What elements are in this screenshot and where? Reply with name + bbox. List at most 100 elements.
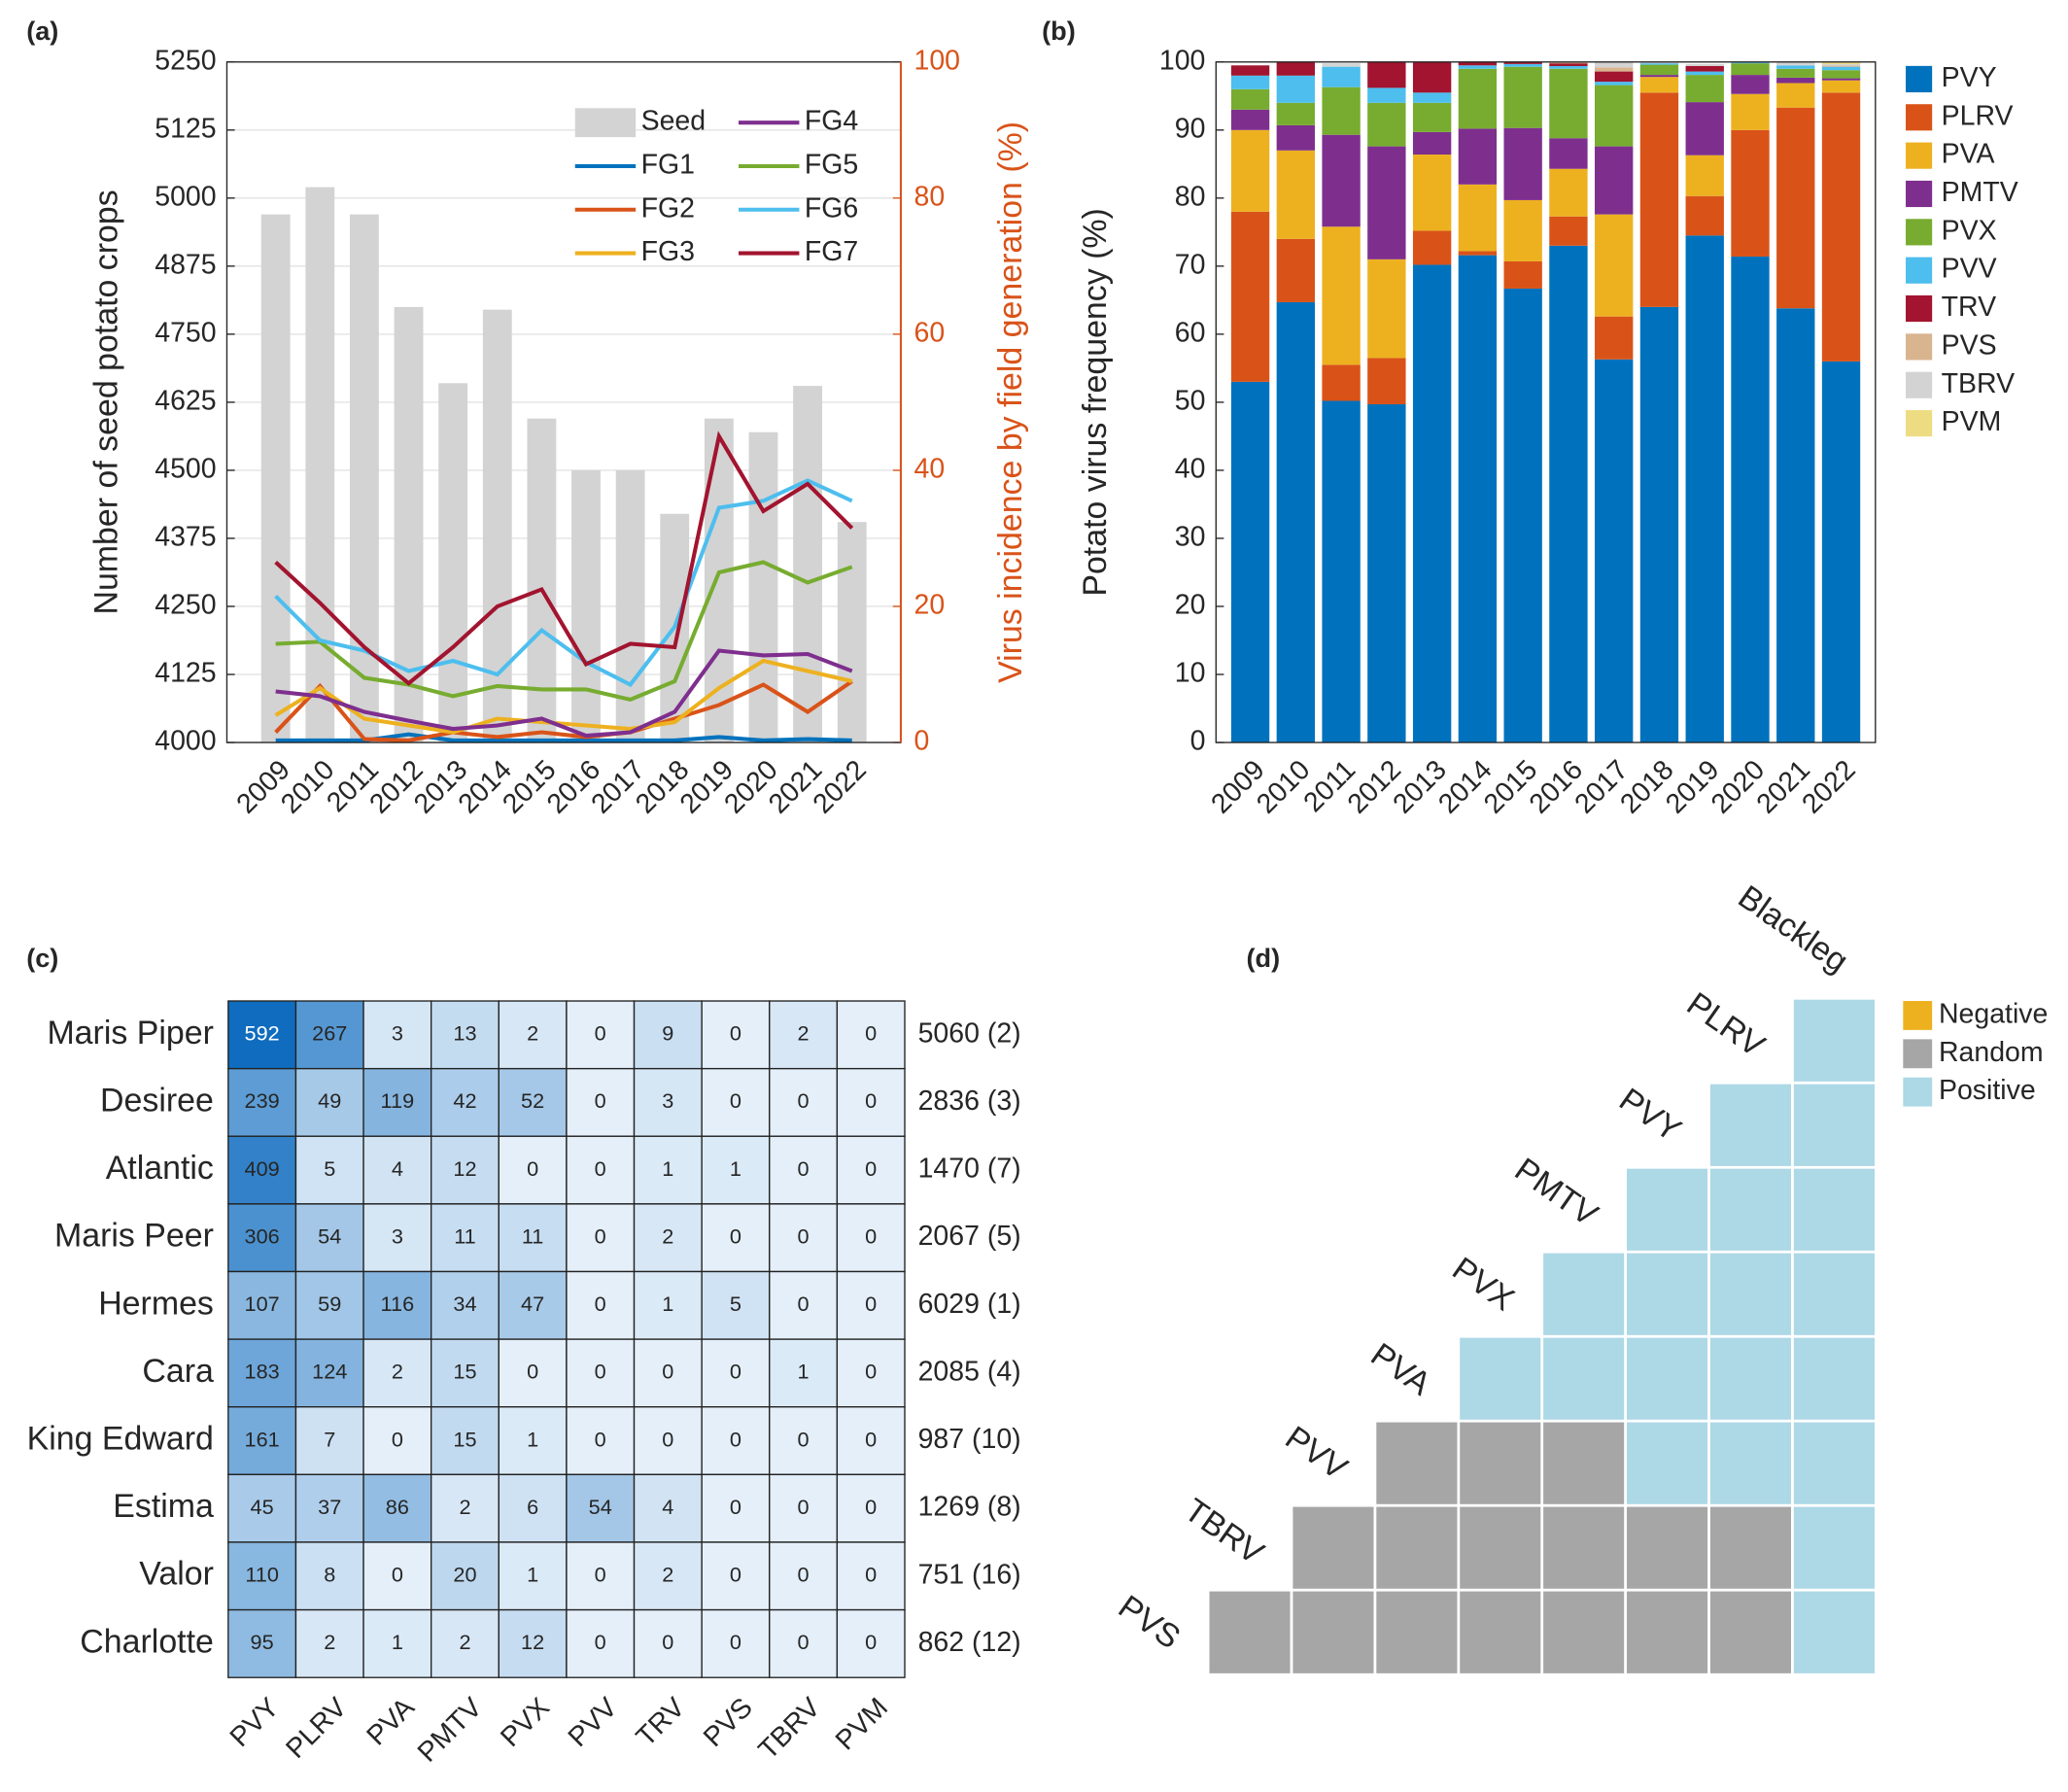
heatmap-cell [633,1067,703,1137]
bar-segment [1685,195,1724,236]
bar-segment [1776,107,1815,309]
cell-label: 409 [245,1156,280,1181]
y-tick-label: 20 [1175,590,1206,621]
cell-label: 5 [324,1156,335,1181]
cell-label: 116 [381,1292,415,1316]
cell-label: 86 [386,1495,409,1519]
heatmap-cell [227,1000,297,1070]
matrix-cell [1540,1334,1628,1423]
cell-label: 59 [318,1292,341,1316]
cell-label: 0 [595,1021,606,1046]
legend-label: PVY [1942,62,1997,93]
bar-segment [1458,128,1498,185]
bar-segment [1549,65,1588,69]
bar-segment [1639,75,1679,78]
bar-segment [1776,308,1815,743]
bar-segment [1821,63,1861,66]
cell-label: 0 [595,1156,606,1181]
cell-label: 0 [865,1495,877,1519]
bar [748,431,778,743]
legend-swatch [1906,219,1933,246]
cell-label: 0 [730,1021,741,1046]
bar-segment [1595,71,1634,83]
heatmap-cell [498,1000,568,1070]
line [275,648,853,739]
y-tick-label: 4125 [155,658,216,689]
cell-label: 0 [595,1360,606,1384]
legend-label: FG2 [641,192,695,224]
column-label: PLRV [280,1692,353,1765]
line [274,658,853,735]
bar-segment [1276,301,1316,743]
bar-segment [1639,306,1679,743]
bar-segment [1412,230,1452,265]
bar-segment [1821,361,1861,743]
bar-segment [1458,68,1498,129]
heatmap-cell [701,1000,771,1070]
bar-segment [1458,61,1498,66]
matrix-cell [1624,1419,1710,1507]
legend-label: PMTV [1942,177,2018,208]
matrix-cell [1624,1588,1710,1676]
cell-label: 9 [662,1021,673,1046]
y-tick-label: 0 [1190,726,1206,757]
legend-label: FG5 [805,150,858,181]
heatmap-cell [431,1473,500,1543]
bar-segment [1458,184,1498,252]
cell-label: 1 [730,1156,741,1181]
row-total: 751 (16) [918,1559,1021,1590]
y-axis-label: Potato virus frequency (%) [1077,208,1114,597]
cell-label: 15 [453,1360,476,1384]
cell-label: 5 [730,1292,741,1316]
bar-segment [1731,61,1770,64]
bar-segment [1639,92,1679,307]
cell-label: 2 [798,1021,810,1046]
bar-segment [1230,109,1270,130]
bar-segment [1731,75,1770,94]
bar-segment [1367,146,1406,259]
row-total: 5060 (2) [918,1017,1021,1049]
legend-swatch [1906,142,1933,169]
cell-label: 0 [662,1427,673,1451]
legend-label: Negative [1939,998,2048,1029]
cell-label: 2 [392,1360,403,1384]
matrix-cell [1791,1334,1878,1423]
panel-title: (b) [1042,16,1076,46]
heatmap-cell [769,1608,839,1678]
bar-segment [1276,238,1316,302]
matrix-cell [1457,1334,1544,1423]
cell-label: 0 [595,1223,606,1248]
bar-segment [1322,400,1361,743]
cell-label: 1 [662,1156,673,1181]
row-label: Charlotte [80,1623,214,1660]
heatmap-cell [498,1135,568,1205]
bar-segment [1685,65,1724,72]
column-label: PVA [361,1692,420,1751]
cell-label: 0 [798,1156,810,1181]
bar-segment [1367,61,1406,88]
bar-segment [1776,61,1815,66]
cell-label: 12 [453,1156,476,1181]
cell-label: 1 [392,1630,403,1654]
heatmap-cell [362,1067,432,1137]
heatmap-cell [227,1406,297,1476]
legend-label: Seed [641,106,707,137]
legend-label: Positive [1939,1075,2036,1106]
cell-label: 110 [245,1563,279,1587]
cell-label: 11 [522,1223,544,1248]
heatmap-cell [227,1067,297,1137]
y2-tick-label: 40 [914,453,946,484]
cell-label: 0 [392,1563,403,1587]
bar-segment [1821,78,1861,81]
bar-segment [1776,65,1815,69]
bar-segment [1685,63,1724,66]
cell-label: 0 [730,1360,741,1384]
matrix-cell [1373,1588,1461,1676]
bar-segment [1503,66,1542,128]
bar-segment [1685,155,1724,196]
heatmap-cell [362,1608,432,1678]
cell-label: 0 [865,1563,877,1587]
bar-segment [1549,168,1588,217]
bar-segment [1731,129,1770,258]
bar-segment [1276,150,1316,239]
